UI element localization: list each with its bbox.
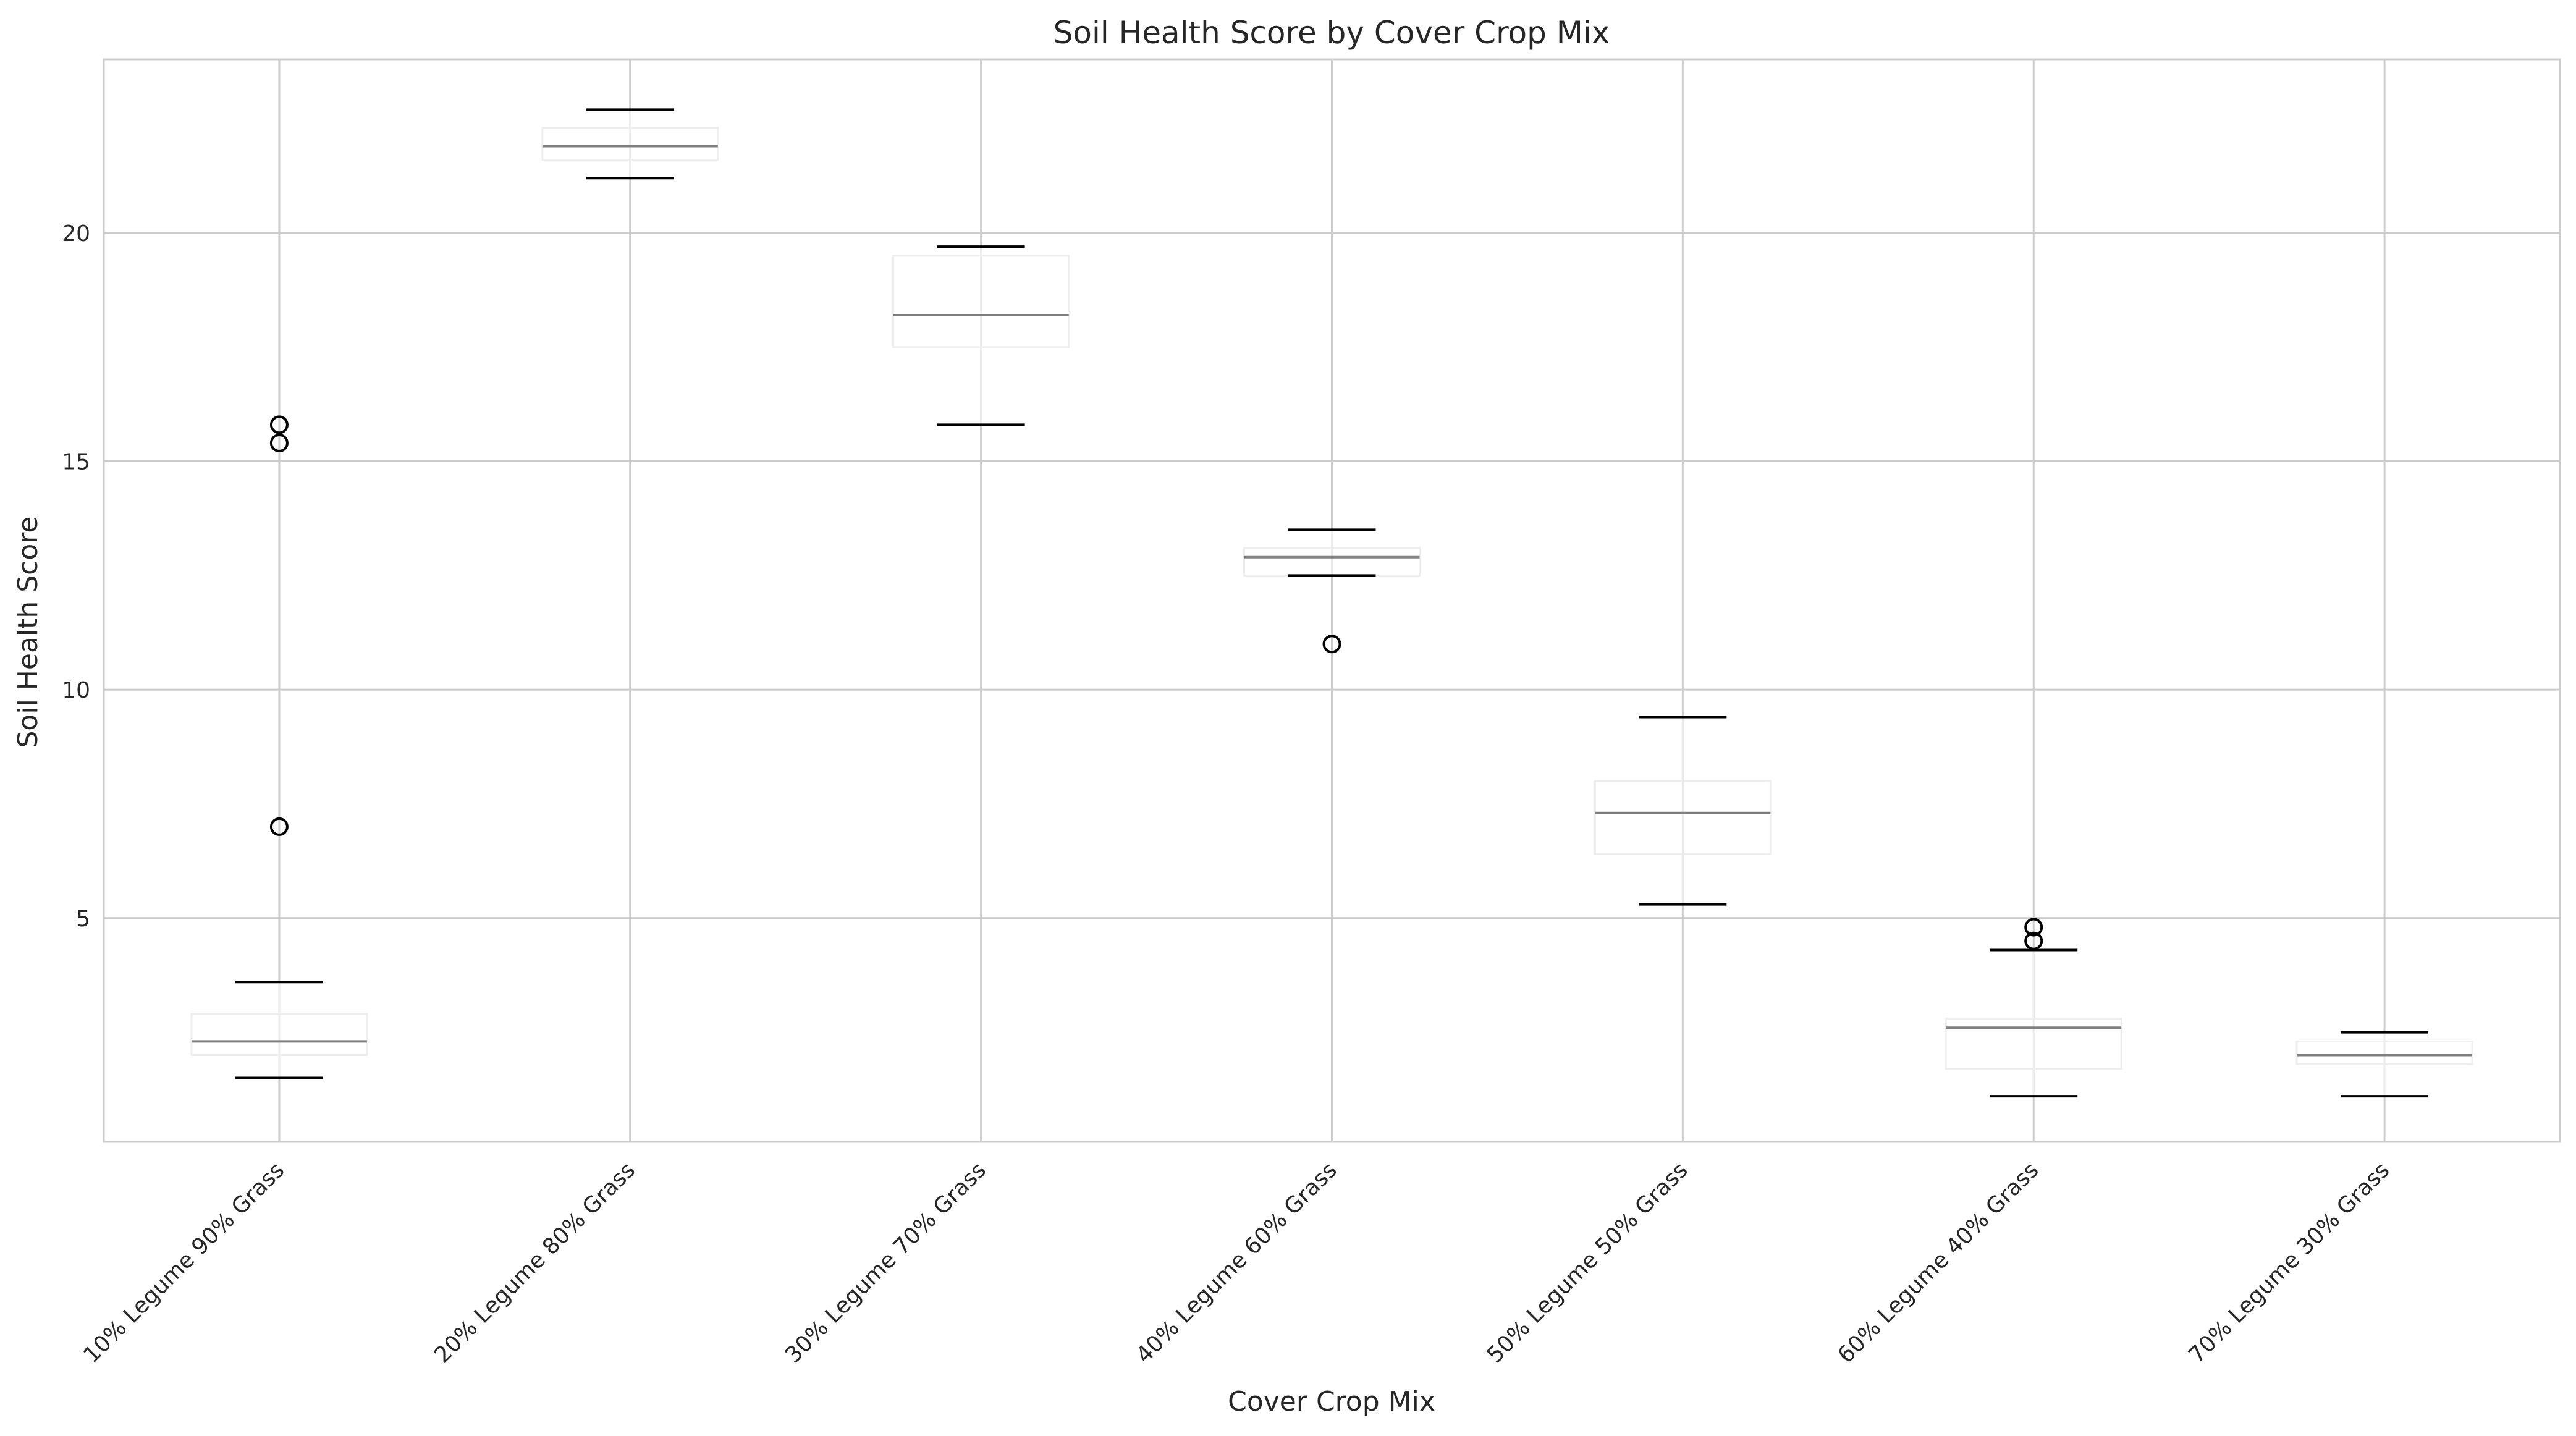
box-plot-1 (190, 415, 368, 1079)
axes-frame (103, 58, 2561, 1143)
box-plots (190, 108, 2473, 1098)
iqr-box (190, 1013, 368, 1057)
plot-area (103, 58, 2561, 1143)
x-tick-label: 40% Legume 60% Grass (1131, 1157, 1342, 1368)
iqr-box (1243, 547, 1421, 577)
x-axis-label: Cover Crop Mix (1228, 1386, 1435, 1417)
grid-lines (104, 59, 2560, 1142)
outlier-point (269, 817, 289, 836)
x-tick-label: 70% Legume 30% Grass (2184, 1157, 2395, 1368)
box-plot-4 (1243, 528, 1421, 654)
box-plot-3 (892, 245, 1070, 426)
outlier-point (2024, 918, 2043, 937)
y-axis-label: Soil Health Score (12, 517, 44, 748)
x-tick-label: 20% Legume 80% Grass (429, 1157, 640, 1368)
iqr-box (1594, 780, 1772, 855)
outlier-point (1322, 635, 1341, 654)
outlier-point (2024, 931, 2043, 950)
box-plot-7 (2295, 1031, 2473, 1098)
outlier-point (269, 415, 289, 434)
iqr-box (1945, 1017, 2122, 1070)
iqr-box (2295, 1040, 2473, 1065)
box-plot-5 (1594, 716, 1772, 906)
y-tick-label: 20 (62, 221, 90, 247)
iqr-box (541, 127, 719, 161)
x-tick-label: 10% Legume 90% Grass (78, 1157, 289, 1368)
y-tick-labels: 5 10 15 20 (62, 221, 90, 932)
y-tick-label: 15 (62, 450, 90, 475)
y-tick-label: 10 (62, 678, 90, 703)
iqr-box (892, 255, 1070, 348)
box-plot-6 (1945, 918, 2122, 1098)
x-tick-labels: 10% Legume 90% Grass 20% Legume 80% Grass… (78, 1157, 2394, 1368)
x-tick-label: 30% Legume 70% Grass (780, 1157, 991, 1368)
chart-title: Soil Health Score by Cover Crop Mix (1054, 15, 1610, 51)
x-tick-label: 60% Legume 40% Grass (1833, 1157, 2044, 1368)
box-plot-2 (541, 108, 719, 180)
x-tick-label: 50% Legume 50% Grass (1482, 1157, 1693, 1368)
y-tick-label: 5 (76, 906, 90, 932)
outlier-point (269, 433, 289, 452)
